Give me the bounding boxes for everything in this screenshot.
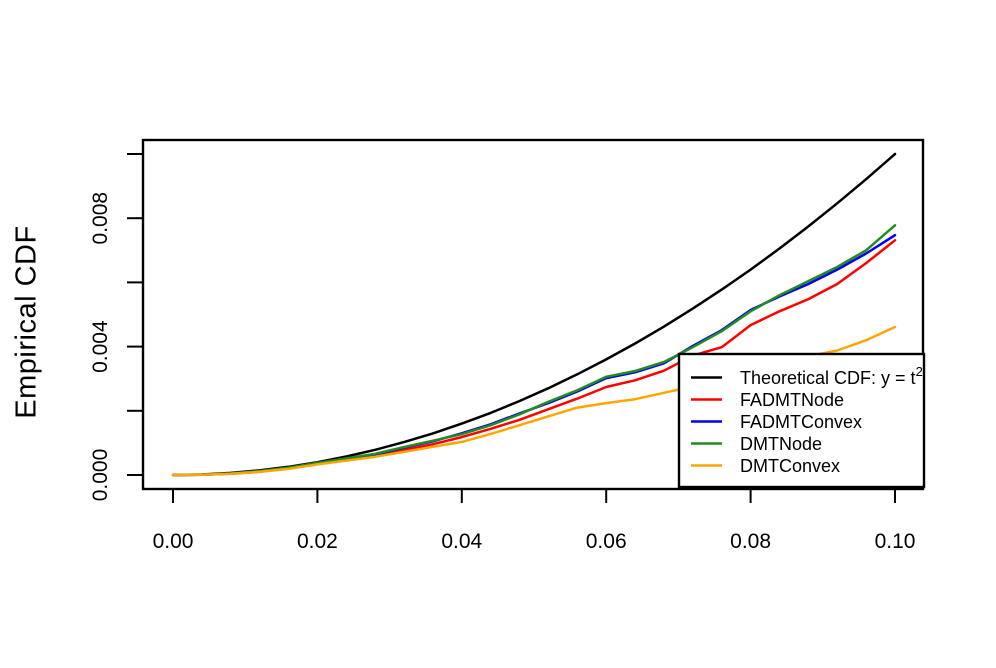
x-tick-label: 0.02 (297, 530, 338, 553)
plot-border (141, 138, 925, 491)
x-tick-label: 0.00 (153, 530, 194, 553)
curve-dmtnode (171, 224, 897, 477)
y-axis-title: Empirical CDF (10, 225, 43, 419)
x-tick-label: 0.06 (586, 530, 627, 553)
legend-entry-label-fadmtnode: FADMTNode (740, 390, 844, 410)
legend-entry-label-fadmtconvex: FADMTConvex (740, 412, 862, 432)
legend-entry-label-dmtconvex: DMTConvex (740, 456, 840, 476)
x-tick-label: 0.08 (730, 530, 771, 553)
x-tick-label: 0.10 (875, 530, 916, 553)
y-tick-label: 0.008 (89, 192, 112, 245)
legend-entry-label-theoretical-cdf-y-t: Theoretical CDF: y = t2 (740, 364, 923, 388)
legend-entry-label-dmtnode: DMTNode (740, 434, 822, 454)
y-tick-label: 0.000 (89, 449, 112, 502)
x-tick-label: 0.04 (441, 530, 482, 553)
y-tick-label: 0.004 (89, 320, 112, 373)
